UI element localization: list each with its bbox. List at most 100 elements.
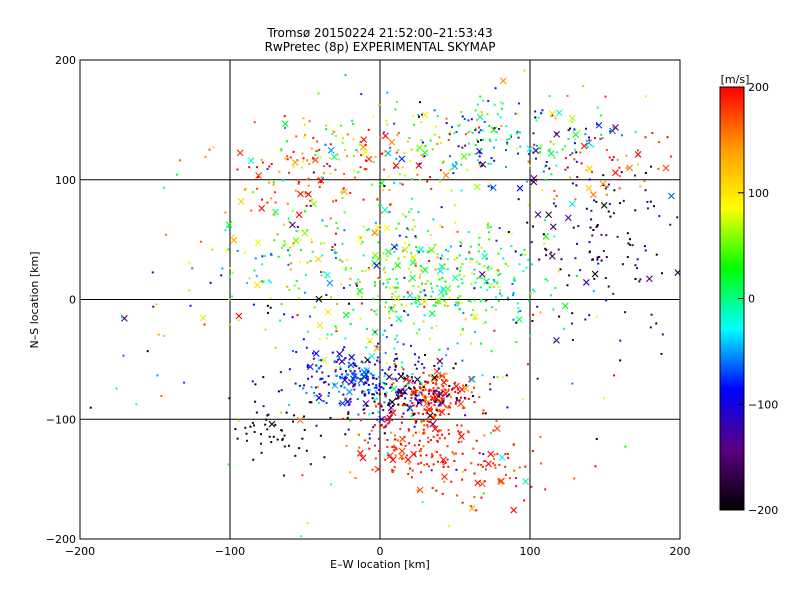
data-point	[582, 84, 585, 87]
data-point	[306, 178, 309, 181]
data-point	[421, 393, 424, 396]
data-point	[512, 291, 515, 294]
data-point	[261, 255, 264, 258]
data-point	[455, 130, 458, 133]
data-point	[427, 390, 430, 393]
data-point	[317, 92, 320, 95]
data-point	[352, 385, 355, 388]
data-point	[469, 257, 472, 260]
data-point	[477, 243, 480, 246]
data-point	[384, 372, 387, 375]
data-point	[477, 463, 480, 466]
data-point	[572, 226, 575, 229]
data-point	[409, 290, 412, 293]
data-point	[316, 177, 319, 180]
data-point	[302, 157, 305, 160]
data-point	[335, 199, 338, 202]
data-point	[454, 221, 457, 224]
data-point	[607, 285, 610, 288]
data-point	[481, 276, 484, 279]
data-point	[426, 180, 429, 183]
data-point	[386, 439, 389, 442]
data-point	[513, 469, 516, 472]
data-point	[245, 432, 248, 435]
data-point	[464, 133, 467, 136]
data-point	[399, 394, 402, 397]
data-point	[349, 192, 352, 195]
data-point	[463, 406, 466, 409]
data-point	[341, 260, 344, 263]
data-point	[326, 333, 329, 336]
data-point	[352, 362, 355, 365]
data-point	[413, 225, 416, 228]
data-point	[613, 189, 616, 192]
data-point	[341, 383, 344, 386]
data-point	[416, 332, 419, 335]
data-point	[628, 238, 631, 241]
data-point	[492, 457, 495, 460]
data-point	[347, 412, 350, 415]
data-point	[403, 152, 406, 155]
data-point	[444, 389, 447, 392]
data-point	[470, 342, 473, 345]
data-point	[412, 392, 415, 395]
data-point	[401, 183, 404, 186]
data-point	[388, 278, 391, 281]
data-point	[298, 180, 301, 183]
data-point	[412, 380, 415, 383]
data-point	[439, 429, 442, 432]
data-point	[401, 404, 404, 407]
data-point	[398, 173, 401, 176]
data-point	[376, 356, 379, 359]
data-point	[412, 285, 415, 288]
data-point	[323, 172, 326, 175]
data-point	[302, 338, 305, 341]
data-point	[483, 265, 486, 268]
data-point	[604, 95, 607, 98]
data-point	[253, 424, 256, 427]
data-point	[517, 198, 520, 201]
data-point-cross	[225, 221, 233, 229]
data-point	[414, 389, 417, 392]
data-point	[506, 138, 509, 141]
data-point	[475, 118, 478, 121]
data-point	[410, 302, 413, 305]
data-point-cross	[499, 77, 507, 85]
data-point	[361, 361, 364, 364]
data-point	[456, 230, 459, 233]
data-point	[518, 466, 521, 469]
data-point	[299, 239, 302, 242]
data-point	[418, 356, 421, 359]
data-point	[548, 148, 551, 151]
data-point	[317, 401, 320, 404]
data-point	[228, 323, 231, 326]
data-point	[588, 136, 591, 139]
data-point	[410, 344, 413, 347]
data-point	[371, 397, 374, 400]
data-point	[550, 251, 553, 254]
data-point-cross	[388, 398, 396, 406]
data-point	[625, 154, 628, 157]
data-point	[489, 225, 492, 228]
data-point	[602, 397, 605, 400]
data-point-cross	[324, 308, 332, 316]
data-point	[255, 166, 258, 169]
data-point	[411, 228, 414, 231]
data-point	[530, 485, 533, 488]
data-point	[225, 249, 228, 252]
data-point	[385, 424, 388, 427]
data-point	[451, 126, 454, 129]
data-point	[306, 159, 309, 162]
data-point	[578, 129, 581, 132]
data-point	[461, 329, 464, 332]
data-point	[515, 132, 518, 135]
data-point	[463, 396, 466, 399]
data-point-cross	[526, 145, 534, 153]
data-point	[670, 155, 673, 158]
data-point	[244, 187, 247, 190]
data-point	[388, 412, 391, 415]
data-point	[476, 103, 479, 106]
data-point	[552, 308, 555, 311]
data-point	[418, 450, 421, 453]
data-point	[419, 454, 422, 457]
